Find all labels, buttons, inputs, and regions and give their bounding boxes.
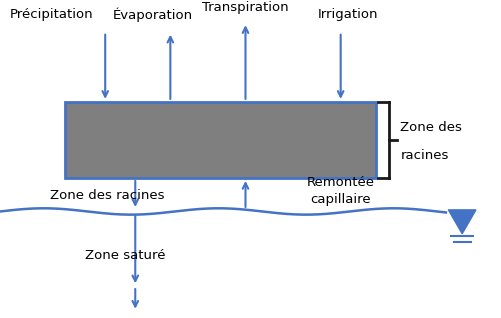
Text: Zone des: Zone des: [400, 121, 462, 134]
Text: Irrigation: Irrigation: [318, 8, 378, 21]
Text: Remontée
capillaire: Remontée capillaire: [307, 176, 375, 206]
Text: Transpiration: Transpiration: [202, 2, 289, 14]
Bar: [65, 102, 376, 178]
Text: Précipitation: Précipitation: [10, 8, 94, 21]
Text: Zone saturé: Zone saturé: [85, 250, 165, 262]
Polygon shape: [448, 210, 476, 234]
Text: racines: racines: [400, 149, 449, 162]
Text: Zone des racines: Zone des racines: [51, 189, 165, 202]
Text: Évaporation: Évaporation: [113, 7, 193, 22]
